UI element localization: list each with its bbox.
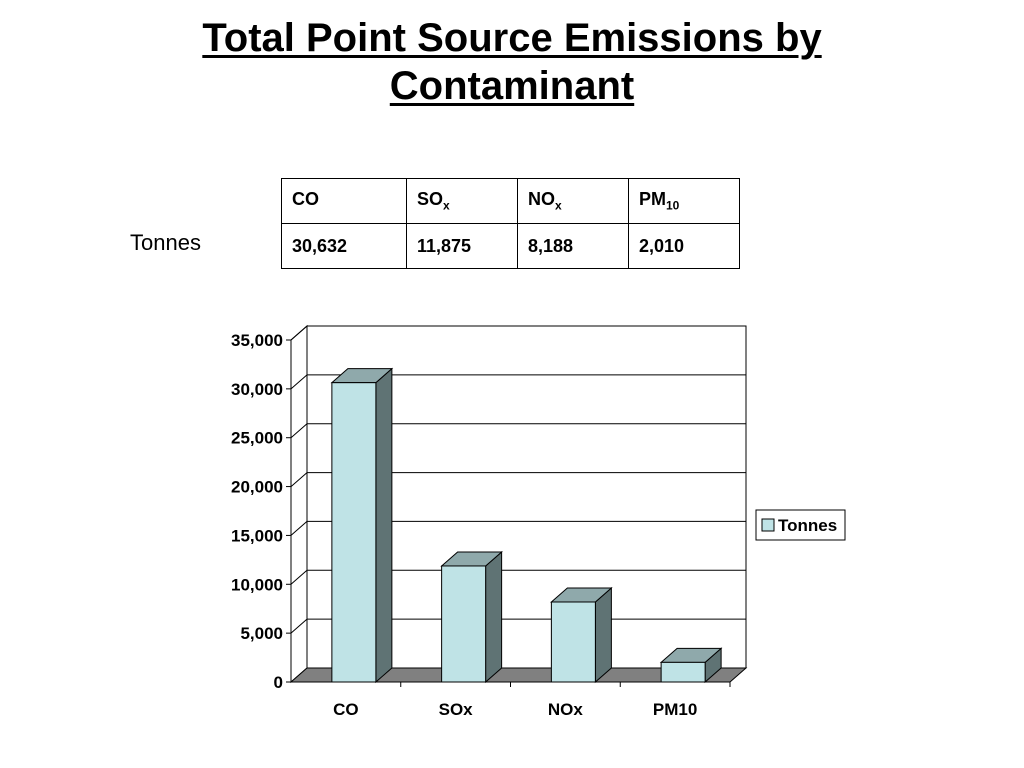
- gridline: [290, 423, 746, 439]
- gridline: [290, 325, 746, 341]
- y-tick-label: 35,000: [231, 331, 283, 350]
- y-tick-label: 5,000: [240, 624, 283, 643]
- gridline: [290, 374, 746, 390]
- bar-nox: [550, 601, 596, 683]
- emissions-table: CO SOx NOx PM10 30,632 11,875 8,188 2,01…: [281, 178, 740, 269]
- value-nox: 8,188: [517, 223, 629, 269]
- x-tick-label-co: CO: [333, 700, 359, 719]
- header-sox: SOx: [406, 178, 518, 224]
- legend-label: Tonnes: [778, 516, 837, 535]
- slide-title: Total Point Source Emissions by Contamin…: [0, 14, 1024, 110]
- bar-sox: [441, 565, 487, 683]
- y-tick-label: 10,000: [231, 575, 283, 594]
- chart-side-wall: [290, 324, 308, 684]
- table-row-label: Tonnes: [130, 230, 201, 255]
- y-tick-label: 25,000: [231, 429, 283, 448]
- x-tick-label-sox: SOx: [439, 700, 474, 719]
- bar-side-co: [375, 367, 393, 684]
- x-tick-label-pm10: PM10: [653, 700, 697, 719]
- gridline: [290, 472, 746, 487]
- y-tick-label: 20,000: [231, 478, 283, 497]
- value-co: 30,632: [281, 223, 407, 269]
- bar-co: [331, 382, 377, 683]
- value-sox: 11,875: [406, 223, 518, 269]
- table-header-row: CO SOx NOx PM10: [281, 178, 740, 224]
- gridline: [290, 520, 746, 536]
- bar-pm10: [660, 661, 706, 683]
- bar-side-nox: [594, 586, 612, 684]
- x-tick-label-nox: NOx: [548, 700, 584, 719]
- table-value-row: 30,632 11,875 8,188 2,010: [281, 223, 740, 269]
- legend-swatch: [761, 518, 775, 532]
- slide-title-line1: Total Point Source Emissions by: [202, 16, 822, 60]
- gridline: [290, 569, 746, 585]
- y-tick-label: 30,000: [231, 380, 283, 399]
- y-tick-label: 15,000: [231, 526, 283, 545]
- slide-title-line2: Contaminant: [389, 64, 635, 108]
- value-pm10: 2,010: [628, 223, 740, 269]
- y-tick-label: 0: [274, 673, 283, 692]
- header-pm10: PM10: [628, 178, 740, 224]
- header-co: CO: [281, 178, 407, 224]
- bar-side-sox: [485, 550, 503, 684]
